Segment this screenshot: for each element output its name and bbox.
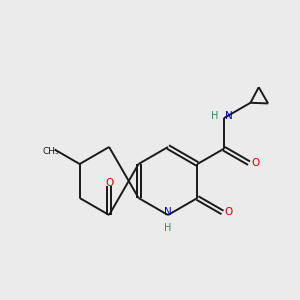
Text: O: O [105,178,113,188]
Text: N: N [225,111,233,121]
Text: H: H [211,111,219,121]
Text: H: H [164,223,172,233]
Text: CH₃: CH₃ [42,147,59,156]
Text: O: O [252,158,260,168]
Text: O: O [224,208,232,218]
Text: N: N [164,207,172,217]
